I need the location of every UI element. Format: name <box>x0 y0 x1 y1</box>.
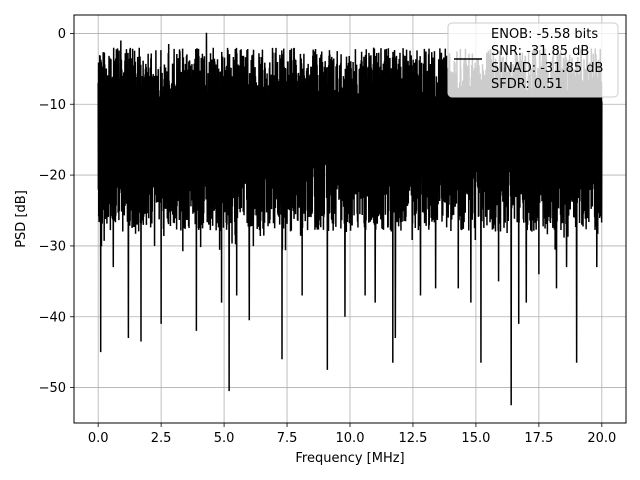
x-axis-label: Frequency [MHz] <box>295 451 404 466</box>
y-tick-label: −10 <box>39 98 66 113</box>
x-tick-label: 2.5 <box>151 431 172 446</box>
y-tick-label: 0 <box>58 27 66 42</box>
legend-line-sinad: SINAD: -31.85 dB <box>491 61 603 76</box>
x-axis: 0.0 2.5 5.0 7.5 10.0 12.5 15.0 17.5 20.0 <box>88 423 616 446</box>
y-tick-label: −40 <box>39 310 66 325</box>
legend-line-enob: ENOB: -5.58 bits <box>491 27 598 42</box>
y-axis: 0 −10 −20 −30 −40 −50 <box>39 27 74 396</box>
x-tick-label: 15.0 <box>461 431 490 446</box>
x-tick-label: 5.0 <box>214 431 235 446</box>
legend-line-snr: SNR: -31.85 dB <box>491 44 589 59</box>
y-axis-label: PSD [dB] <box>14 190 29 248</box>
y-tick-label: −30 <box>39 239 66 254</box>
x-tick-label: 17.5 <box>524 431 553 446</box>
psd-series-line <box>97 32 603 406</box>
x-tick-label: 20.0 <box>587 431 616 446</box>
y-tick-label: −20 <box>39 169 66 184</box>
x-tick-label: 10.0 <box>336 431 365 446</box>
legend-box <box>447 22 619 98</box>
x-tick-label: 0.0 <box>88 431 109 446</box>
legend-line-sfdr: SFDR: 0.51 <box>491 77 563 92</box>
legend: ENOB: -5.58 bits SNR: -31.85 dB SINAD: -… <box>447 22 619 98</box>
x-tick-label: 7.5 <box>277 431 298 446</box>
x-tick-label: 12.5 <box>398 431 427 446</box>
y-tick-label: −50 <box>39 381 66 396</box>
